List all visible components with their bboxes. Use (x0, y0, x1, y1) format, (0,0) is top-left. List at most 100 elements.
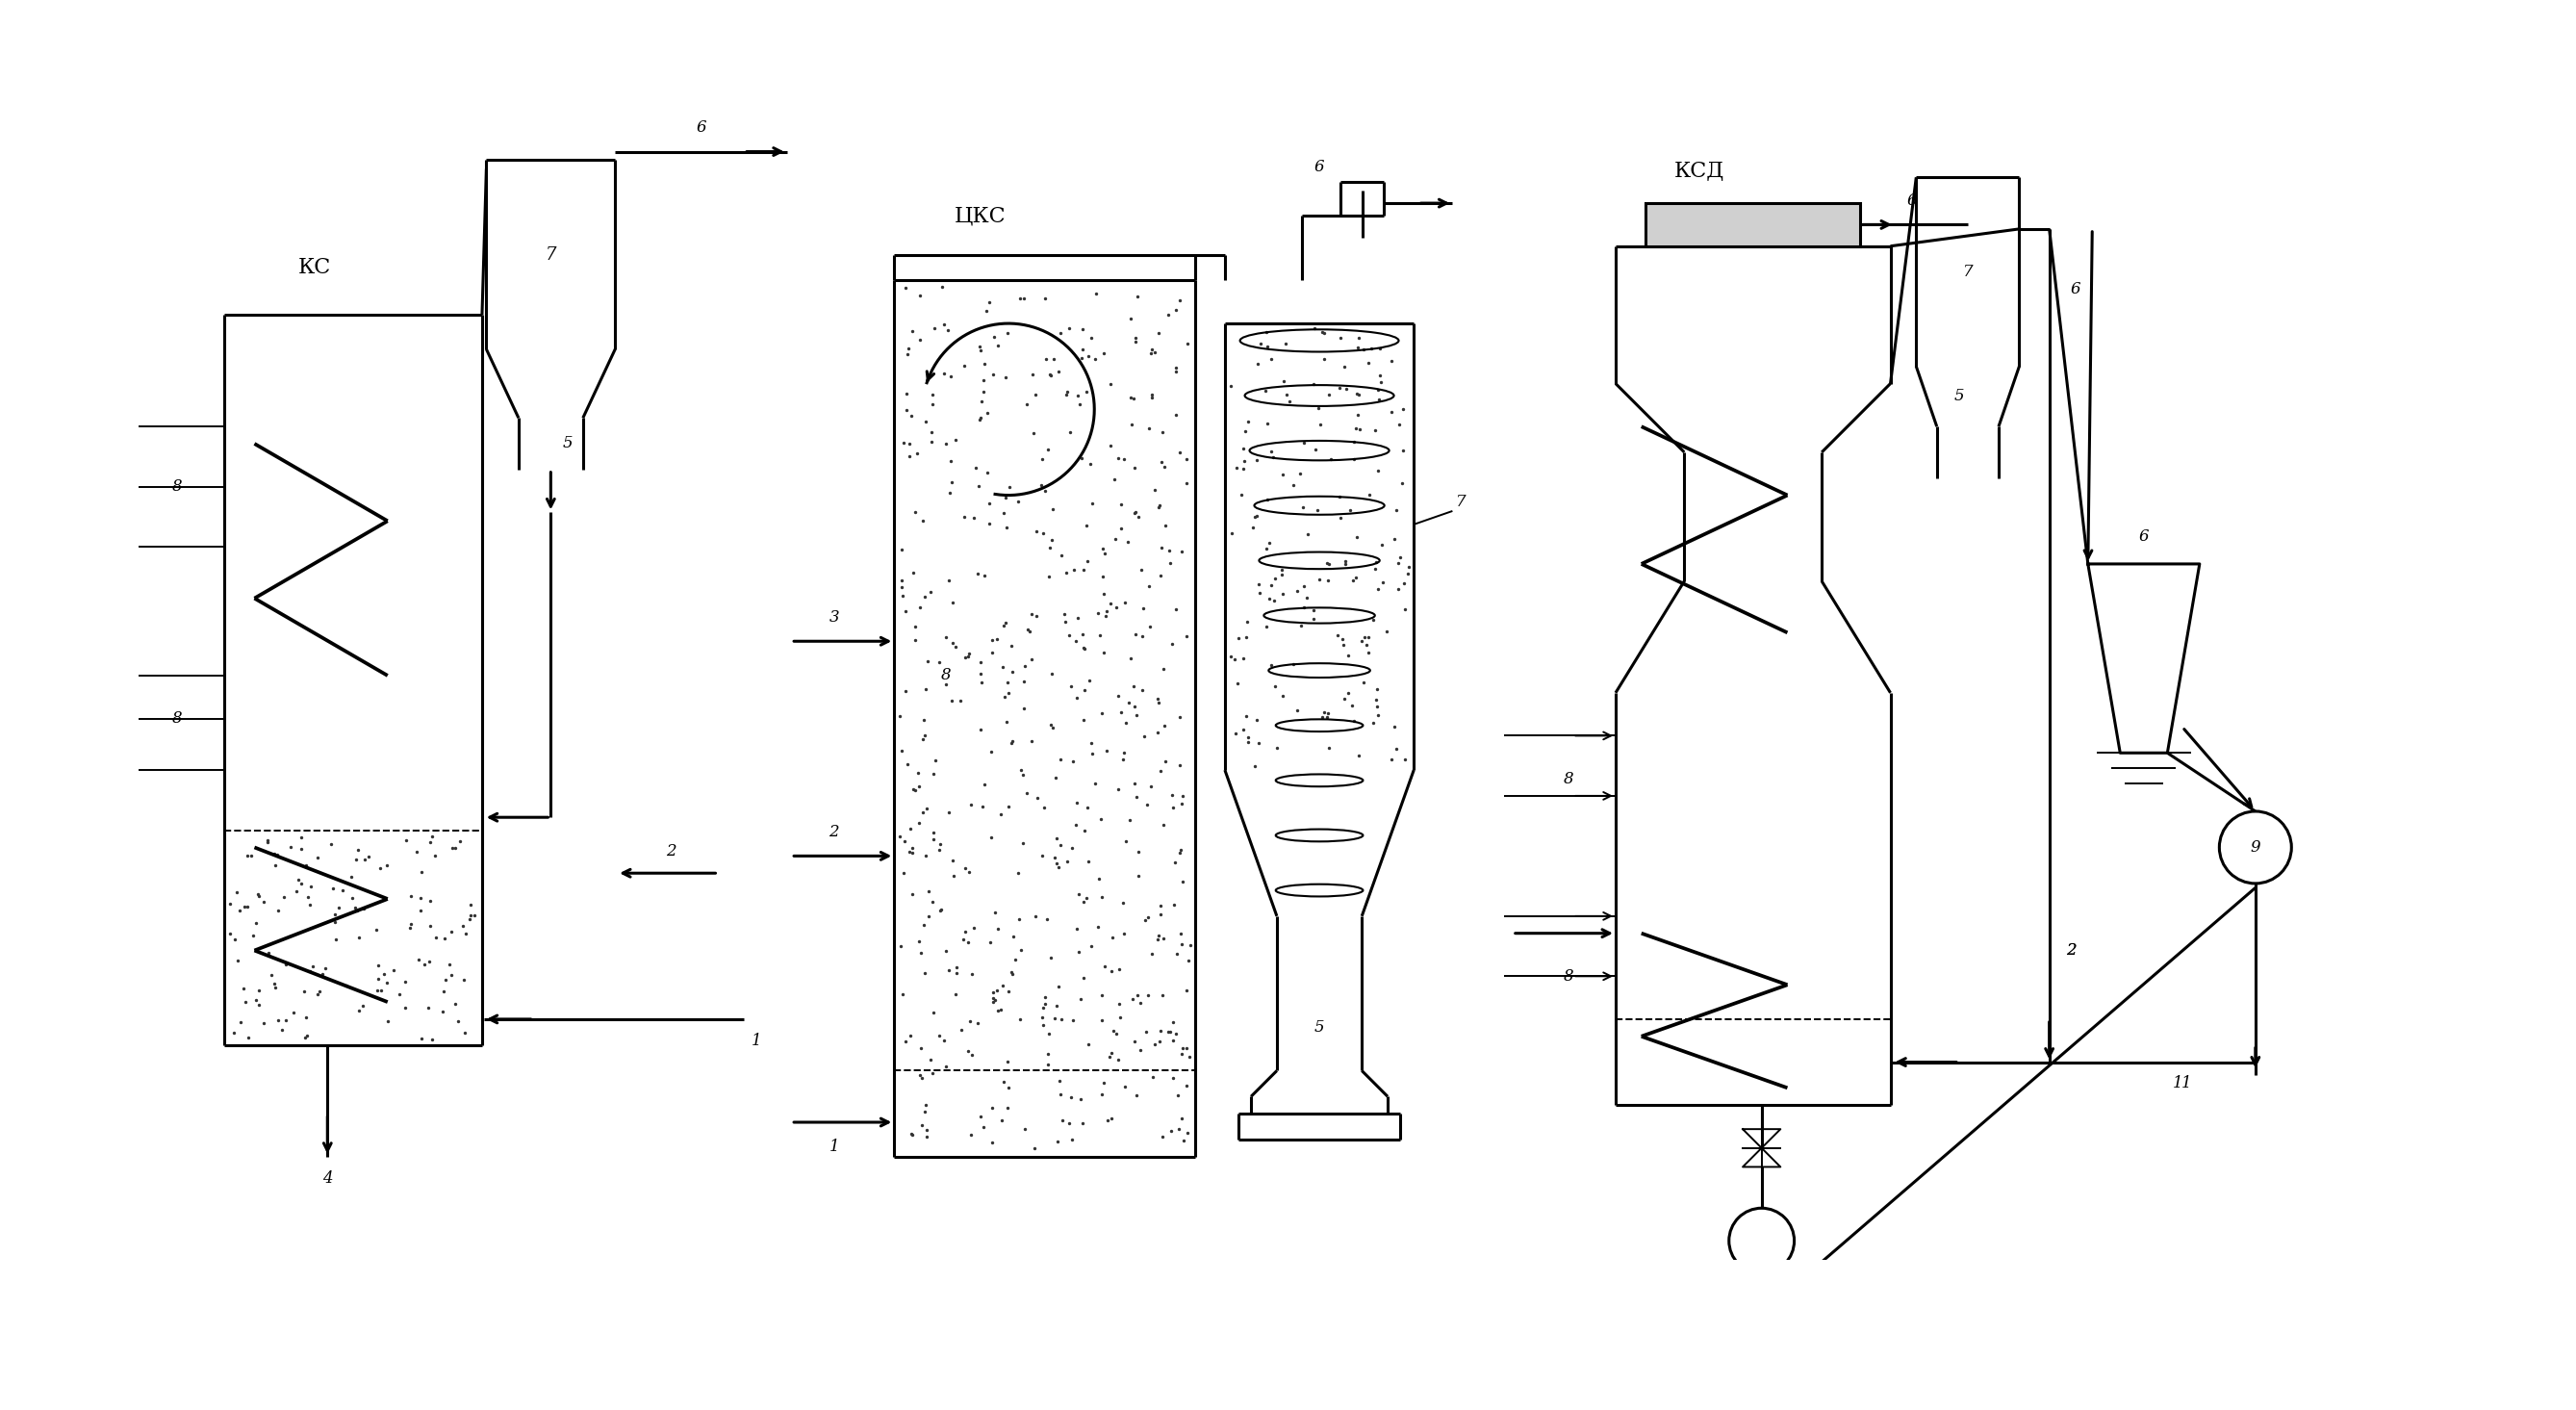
Point (992, 960, 1033, 983)
Point (904, 962, 945, 984)
Point (1048, 420, 1090, 443)
Point (1061, 1112, 1103, 1135)
Point (907, 880, 948, 902)
Point (1141, 564, 1182, 587)
Point (358, 955, 399, 977)
Point (945, 857, 987, 880)
Point (1252, 446, 1293, 468)
Point (1236, 352, 1278, 375)
Point (1321, 633, 1363, 656)
Point (912, 763, 953, 785)
Point (258, 900, 299, 922)
Point (881, 740, 922, 763)
Point (1159, 754, 1200, 777)
Point (966, 461, 1007, 484)
Text: 1: 1 (829, 1138, 840, 1155)
Point (1151, 784, 1193, 807)
Point (1128, 575, 1170, 598)
Point (1038, 856, 1079, 878)
Point (1113, 1031, 1154, 1053)
Point (1267, 391, 1309, 413)
Point (1118, 864, 1159, 887)
Point (971, 991, 1012, 1014)
Point (314, 902, 355, 925)
Point (976, 1000, 1018, 1022)
Point (1105, 1076, 1146, 1098)
Point (1082, 702, 1123, 725)
Point (1139, 904, 1180, 926)
Point (1347, 626, 1388, 649)
Point (1087, 740, 1128, 763)
Point (1154, 598, 1195, 620)
Point (943, 506, 984, 529)
Point (894, 778, 935, 801)
Point (963, 381, 1005, 403)
Point (343, 994, 384, 1017)
Point (971, 629, 1012, 651)
Point (1324, 550, 1365, 572)
Point (1324, 553, 1365, 575)
Point (1334, 448, 1376, 471)
Point (899, 596, 940, 619)
Point (430, 921, 471, 943)
Point (974, 362, 1015, 385)
Point (216, 880, 258, 902)
Point (894, 561, 935, 584)
Point (1327, 644, 1368, 667)
Text: 9: 9 (2251, 839, 2262, 856)
Point (912, 1001, 953, 1024)
Point (1002, 832, 1043, 854)
Point (1059, 940, 1100, 963)
Point (1216, 457, 1257, 479)
Point (1056, 629, 1097, 651)
Point (974, 988, 1015, 1011)
Point (961, 391, 1002, 413)
Point (1028, 1053, 1069, 1076)
Point (1293, 317, 1334, 340)
Point (976, 627, 1018, 650)
Point (1159, 705, 1200, 728)
Point (1278, 699, 1319, 722)
Point (1283, 574, 1324, 596)
Point (1327, 378, 1368, 400)
Point (1015, 384, 1056, 406)
Point (1149, 551, 1190, 574)
Point (252, 971, 294, 994)
Point (1334, 417, 1376, 440)
Point (1121, 991, 1162, 1014)
Point (214, 1022, 255, 1045)
Point (1030, 362, 1072, 385)
Point (1154, 894, 1195, 917)
Point (1340, 417, 1381, 440)
Point (446, 1021, 487, 1043)
Point (987, 516, 1028, 539)
Point (301, 963, 343, 986)
Point (286, 854, 327, 877)
Point (412, 1028, 453, 1050)
Point (1252, 348, 1293, 371)
Point (1236, 709, 1278, 732)
Point (1115, 501, 1157, 523)
Point (884, 431, 925, 454)
Point (1030, 713, 1072, 736)
Point (1072, 732, 1113, 754)
Point (1162, 540, 1203, 563)
Point (1139, 321, 1180, 344)
Point (1036, 826, 1077, 849)
Point (1051, 675, 1092, 698)
Text: 7: 7 (1455, 494, 1466, 510)
Point (1239, 582, 1280, 605)
Point (987, 795, 1028, 818)
Point (1306, 553, 1347, 575)
Point (935, 636, 976, 658)
Point (1262, 564, 1303, 587)
Text: 4: 4 (322, 1170, 332, 1186)
Point (886, 382, 927, 405)
Point (1262, 369, 1303, 392)
Point (922, 1029, 963, 1052)
Point (430, 953, 471, 976)
Point (971, 740, 1012, 763)
Point (1023, 522, 1064, 544)
Point (1298, 568, 1340, 591)
Point (884, 585, 925, 608)
